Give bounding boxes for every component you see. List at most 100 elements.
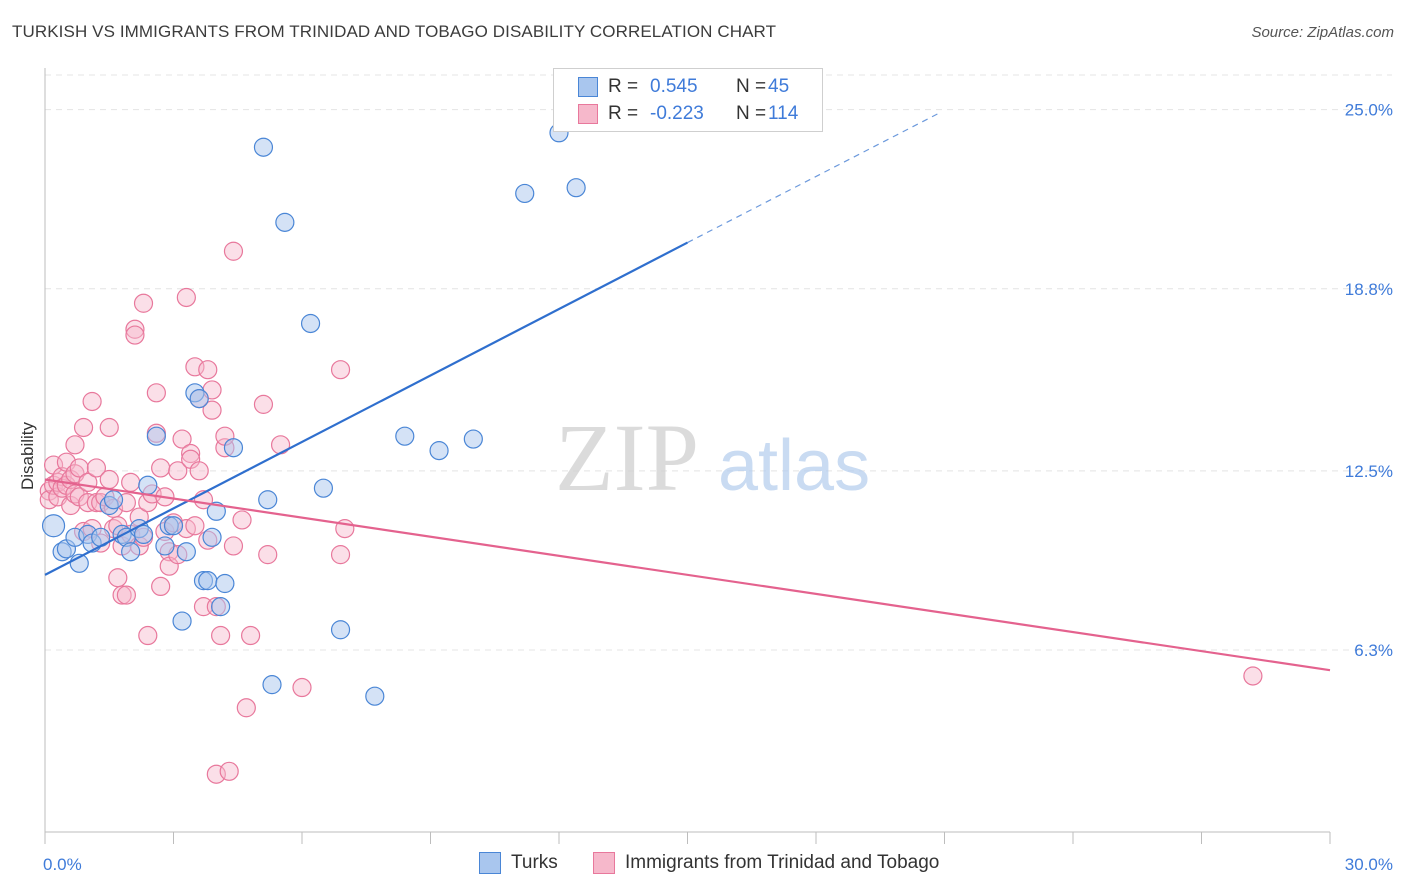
data-point-turks [189, 389, 209, 409]
data-point-trinidad [211, 625, 231, 646]
data-point-trinidad [65, 435, 85, 455]
data-point-turks [395, 426, 415, 446]
x-tick-label: 30.0% [1345, 855, 1393, 874]
legend-box: R = 0.545 N = 45 R = -0.223 N = 114 [553, 68, 823, 132]
y-axis-label: Disability [18, 421, 37, 490]
data-point-trinidad [219, 761, 239, 781]
legend-n-value: 45 [768, 76, 790, 97]
bottom-legend-turks: Turks [479, 852, 558, 874]
data-point-trinidad [82, 391, 102, 412]
axes [44, 68, 1331, 844]
data-point-trinidad [133, 293, 154, 313]
data-point-trinidad [270, 435, 291, 455]
data-point-turks [330, 620, 351, 640]
data-point-trinidad [146, 383, 166, 403]
legend-r-label: R = [608, 103, 639, 124]
trend-line-turks [44, 241, 689, 576]
data-point-turks [463, 429, 483, 449]
data-point-trinidad [253, 394, 274, 414]
data-point-turks [300, 313, 321, 334]
data-point-trinidad [258, 545, 278, 565]
data-point-trinidad [185, 516, 205, 536]
grid-lines [45, 74, 1392, 651]
data-point-trinidad [330, 360, 351, 380]
data-point-trinidad [108, 568, 128, 588]
data-point-trinidad [125, 325, 145, 345]
data-point-turks [172, 611, 192, 631]
y-tick-label: 18.8% [1345, 280, 1393, 299]
data-point-turks [198, 571, 218, 591]
data-point-trinidad [125, 319, 145, 339]
data-point-turks [313, 478, 334, 498]
data-point-turks [253, 137, 274, 157]
data-point-trinidad [151, 458, 171, 478]
data-point-trinidad [121, 472, 141, 492]
data-point-turks [121, 542, 141, 562]
data-point-trinidad [232, 510, 252, 530]
trend-lines [44, 112, 1331, 672]
data-point-trinidad [116, 585, 136, 605]
y-tick-label: 25.0% [1345, 101, 1393, 120]
bottom-legend-trinidad: Immigrants from Trinidad and Tobago [593, 852, 939, 874]
bottom-legend-swatch-blue [479, 852, 501, 874]
data-point-turks [515, 183, 535, 204]
data-point-trinidad [223, 241, 244, 261]
data-point-trinidad [99, 469, 119, 490]
data-point-turks [133, 524, 154, 545]
data-point-trinidad [73, 417, 94, 438]
data-point-turks [566, 178, 586, 198]
data-point-trinidad [181, 443, 201, 464]
legend-swatch-pink [578, 104, 598, 124]
tick-labels: 6.3% 12.5% 18.8% 25.0% 0.0% 30.0% [43, 101, 1393, 874]
source-credit: Source: ZipAtlas.com [1251, 24, 1394, 41]
data-point-trinidad [330, 545, 351, 565]
data-point-turks [146, 426, 166, 446]
data-point-trinidad [112, 585, 132, 605]
y-tick-label: 12.5% [1345, 462, 1393, 481]
watermark-zip: ZIP [555, 404, 699, 511]
trend-line-turks-extension [687, 112, 941, 244]
legend-row-turks: R = 0.545 N = 45 [578, 75, 789, 99]
x-tick-label: 0.0% [43, 855, 82, 874]
data-point-turks [138, 475, 158, 495]
series-turks-points [41, 123, 586, 706]
data-point-trinidad [99, 417, 119, 438]
data-point-trinidad [236, 698, 256, 718]
data-point-trinidad [176, 287, 196, 308]
data-point-trinidad [1243, 666, 1263, 686]
data-point-turks [41, 514, 66, 538]
data-point-trinidad [292, 677, 312, 698]
legend-r-value: -0.223 [650, 103, 704, 124]
watermark-atlas: atlas [718, 426, 870, 506]
legend-r-value: 0.545 [650, 76, 698, 97]
data-point-trinidad [172, 429, 192, 449]
data-point-turks [163, 516, 184, 536]
y-tick-label: 6.3% [1354, 641, 1393, 660]
trend-line-trinidad [44, 478, 1331, 672]
data-point-trinidad [86, 458, 107, 478]
data-point-trinidad [151, 576, 171, 597]
data-point-turks [155, 536, 175, 556]
data-point-turks [262, 675, 282, 695]
bottom-legend-label-trinidad: Immigrants from Trinidad and Tobago [625, 852, 940, 873]
legend-swatch-blue [578, 77, 598, 97]
data-point-trinidad [168, 461, 188, 481]
data-point-turks [211, 597, 231, 617]
data-point-trinidad [241, 625, 261, 646]
legend-n-value: 114 [768, 103, 799, 124]
legend-r-label: R = [608, 76, 639, 97]
data-point-turks [206, 501, 226, 521]
data-point-turks [223, 438, 244, 458]
legend-n-label: N = [736, 103, 767, 124]
data-point-trinidad [223, 536, 244, 556]
data-point-trinidad [69, 458, 89, 478]
data-point-turks [202, 527, 222, 547]
data-point-trinidad [138, 625, 158, 646]
data-point-turks [176, 542, 196, 562]
watermark: ZIP atlas [555, 404, 870, 511]
data-point-turks [275, 212, 295, 232]
data-point-trinidad [198, 360, 218, 380]
data-point-turks [215, 573, 235, 594]
data-point-trinidad [189, 461, 209, 481]
